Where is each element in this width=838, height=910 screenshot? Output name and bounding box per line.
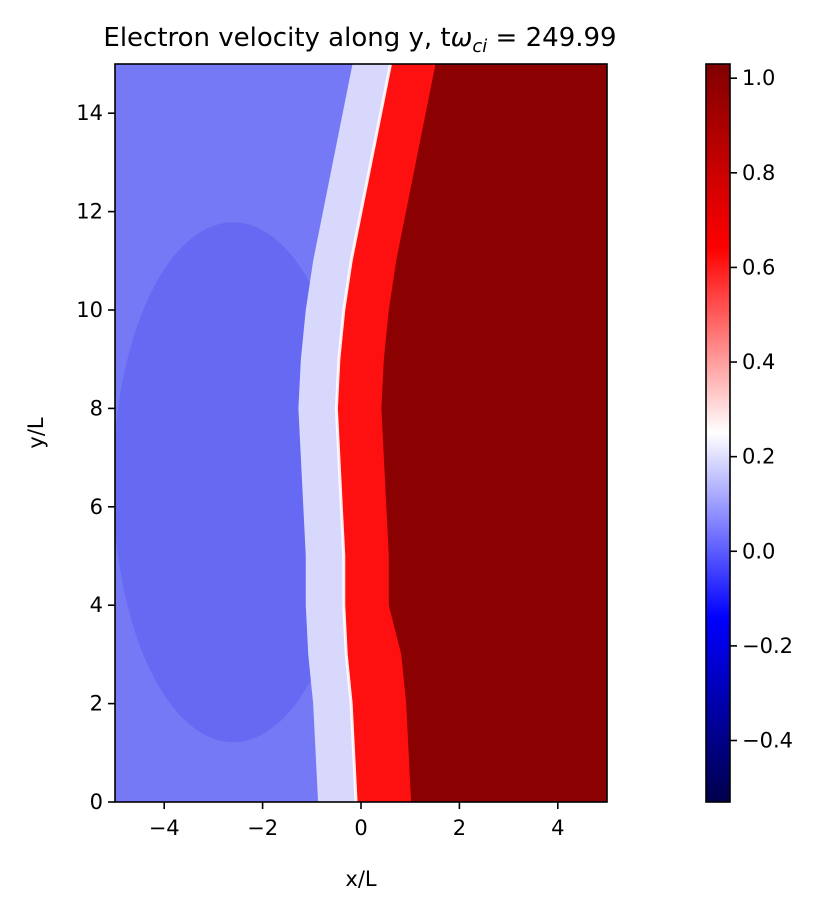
chart-title: Electron velocity along y, tωci = 249.99 (103, 23, 616, 57)
colorbar (705, 63, 731, 803)
x-tick-label: 0 (354, 816, 367, 840)
x-axis: −4 −2 0 2 4 (149, 802, 564, 840)
heatmap-field (115, 64, 607, 802)
x-tick-label: −4 (149, 816, 180, 840)
colorbar-tick-label: 0.8 (742, 161, 775, 185)
colorbar-tick-label: 1.0 (742, 66, 775, 90)
y-tick-label: 0 (90, 790, 103, 814)
y-tick-label: 2 (90, 692, 103, 716)
colorbar-axis: −0.4 −0.2 0.0 0.2 0.4 0.6 0.8 1.0 (730, 66, 793, 753)
y-tick-label: 8 (90, 396, 103, 420)
field-transition-band (298, 64, 391, 802)
y-tick-label: 14 (76, 101, 103, 125)
y-axis: 0 2 4 6 8 10 12 14 (76, 101, 115, 814)
colorbar-tick-label: 0.2 (742, 445, 775, 469)
x-tick-label: 2 (453, 816, 466, 840)
colorbar-tick-label: 0.4 (742, 350, 775, 374)
x-tick-label: −2 (247, 816, 278, 840)
y-tick-label: 12 (76, 200, 103, 224)
colorbar-tick-label: −0.4 (742, 729, 793, 753)
x-tick-label: 4 (551, 816, 564, 840)
colorbar-tick-label: −0.2 (742, 634, 793, 658)
field-saturated-region (381, 64, 607, 802)
y-tick-label: 4 (90, 593, 103, 617)
title-subscript: ci (472, 36, 487, 57)
colorbar-tick-label: 0.6 (742, 255, 775, 279)
front-line (334, 64, 392, 802)
field-low-core (115, 222, 354, 743)
y-tick-label: 10 (76, 298, 103, 322)
title-main: Electron velocity along y, t (103, 23, 450, 53)
y-axis-label: y/L (24, 417, 48, 449)
y-tick-label: 6 (90, 495, 103, 519)
title-value: = 249.99 (487, 23, 616, 53)
colorbar-tick-label: 0.0 (742, 539, 775, 563)
x-axis-label: x/L (345, 867, 377, 891)
title-symbol: ω (451, 23, 473, 53)
